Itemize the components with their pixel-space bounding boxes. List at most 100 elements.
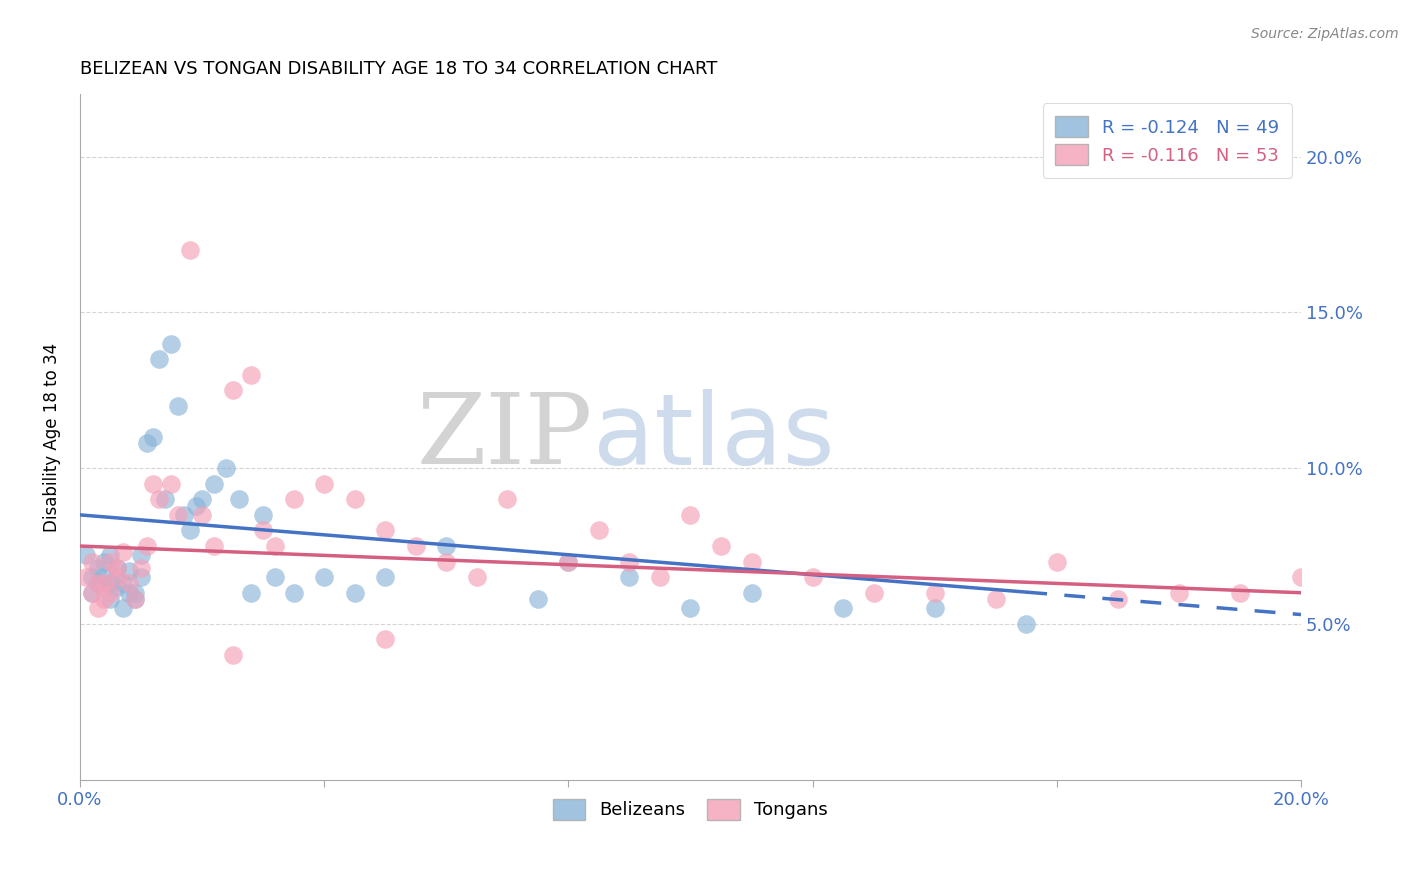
Point	[496, 492, 519, 507]
Point	[142, 430, 165, 444]
Point	[374, 632, 396, 647]
Point	[314, 476, 336, 491]
Point	[129, 561, 152, 575]
Point	[75, 570, 97, 584]
Point	[148, 352, 170, 367]
Point	[801, 570, 824, 584]
Point	[87, 561, 110, 575]
Text: BELIZEAN VS TONGAN DISABILITY AGE 18 TO 34 CORRELATION CHART: BELIZEAN VS TONGAN DISABILITY AGE 18 TO …	[80, 60, 717, 78]
Point	[557, 555, 579, 569]
Point	[80, 586, 103, 600]
Point	[100, 549, 122, 563]
Point	[93, 555, 115, 569]
Point	[740, 555, 762, 569]
Point	[619, 570, 641, 584]
Point	[87, 601, 110, 615]
Point	[93, 591, 115, 606]
Point	[374, 524, 396, 538]
Point	[924, 586, 946, 600]
Point	[75, 549, 97, 563]
Point	[191, 508, 214, 522]
Point	[1229, 586, 1251, 600]
Point	[588, 524, 610, 538]
Point	[527, 591, 550, 606]
Text: Source: ZipAtlas.com: Source: ZipAtlas.com	[1251, 27, 1399, 41]
Point	[239, 586, 262, 600]
Point	[648, 570, 671, 584]
Point	[314, 570, 336, 584]
Point	[679, 601, 702, 615]
Point	[166, 508, 188, 522]
Point	[465, 570, 488, 584]
Point	[228, 492, 250, 507]
Point	[111, 576, 134, 591]
Point	[1289, 570, 1312, 584]
Point	[160, 336, 183, 351]
Point	[434, 539, 457, 553]
Point	[173, 508, 195, 522]
Point	[87, 576, 110, 591]
Point	[124, 591, 146, 606]
Point	[1046, 555, 1069, 569]
Point	[105, 570, 128, 584]
Point	[80, 586, 103, 600]
Point	[179, 243, 201, 257]
Y-axis label: Disability Age 18 to 34: Disability Age 18 to 34	[44, 343, 60, 532]
Text: atlas: atlas	[593, 389, 834, 485]
Point	[100, 576, 122, 591]
Point	[105, 561, 128, 575]
Point	[374, 570, 396, 584]
Point	[557, 555, 579, 569]
Point	[252, 524, 274, 538]
Point	[832, 601, 855, 615]
Point	[215, 461, 238, 475]
Point	[191, 492, 214, 507]
Point	[1107, 591, 1129, 606]
Point	[80, 555, 103, 569]
Point	[118, 564, 141, 578]
Point	[93, 570, 115, 584]
Point	[124, 586, 146, 600]
Point	[118, 576, 141, 591]
Legend: Belizeans, Tongans: Belizeans, Tongans	[540, 786, 841, 832]
Point	[105, 561, 128, 575]
Point	[100, 586, 122, 600]
Point	[105, 580, 128, 594]
Point	[221, 648, 243, 662]
Point	[100, 591, 122, 606]
Point	[118, 586, 141, 600]
Point	[239, 368, 262, 382]
Point	[984, 591, 1007, 606]
Point	[264, 539, 287, 553]
Point	[619, 555, 641, 569]
Point	[80, 570, 103, 584]
Point	[710, 539, 733, 553]
Point	[405, 539, 427, 553]
Point	[142, 476, 165, 491]
Point	[252, 508, 274, 522]
Point	[166, 399, 188, 413]
Point	[740, 586, 762, 600]
Point	[100, 555, 122, 569]
Point	[202, 476, 225, 491]
Point	[155, 492, 177, 507]
Point	[862, 586, 884, 600]
Point	[924, 601, 946, 615]
Text: ZIP: ZIP	[416, 389, 593, 485]
Point	[160, 476, 183, 491]
Point	[1015, 616, 1038, 631]
Point	[1167, 586, 1189, 600]
Point	[679, 508, 702, 522]
Point	[129, 570, 152, 584]
Point	[179, 524, 201, 538]
Point	[202, 539, 225, 553]
Point	[434, 555, 457, 569]
Point	[343, 586, 366, 600]
Point	[111, 545, 134, 559]
Point	[136, 539, 159, 553]
Point	[343, 492, 366, 507]
Point	[87, 576, 110, 591]
Point	[136, 436, 159, 450]
Point	[283, 492, 305, 507]
Point	[221, 384, 243, 398]
